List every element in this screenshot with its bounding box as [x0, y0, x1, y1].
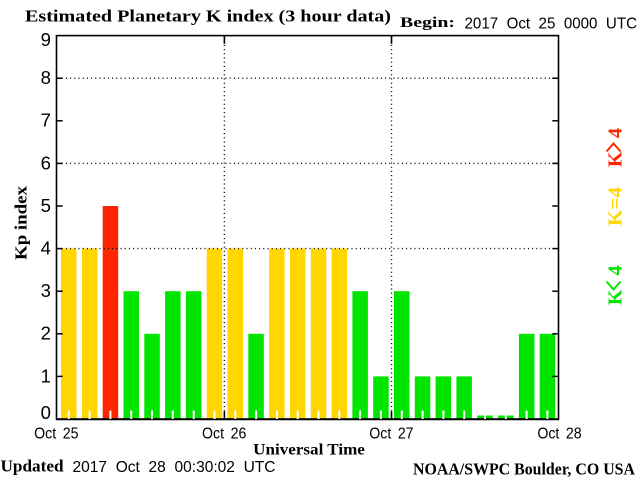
svg-text:Estimated Planetary K index (3: Estimated Planetary K index (3 hour data… [25, 7, 391, 26]
svg-text:Oct 28: Oct 28 [537, 426, 581, 443]
svg-text:K: K [605, 151, 627, 167]
svg-text:2017 Oct 28 00:30:02 UTC: 2017 Oct 28 00:30:02 UTC [73, 459, 276, 476]
svg-text:Oct 25: Oct 25 [34, 426, 78, 443]
svg-text:7: 7 [41, 111, 51, 131]
svg-text:2017 Oct 25 0000 UTC: 2017 Oct 25 0000 UTC [465, 15, 638, 32]
svg-text:0: 0 [41, 403, 51, 423]
svg-text:5: 5 [41, 196, 51, 216]
svg-text:8: 8 [41, 68, 51, 88]
svg-text:Updated: Updated [1, 456, 64, 475]
svg-text:Kp index: Kp index [12, 185, 31, 260]
svg-text:K=4: K=4 [605, 187, 627, 226]
svg-text:2: 2 [41, 324, 51, 344]
svg-text:Universal Time: Universal Time [253, 442, 365, 459]
svg-text:1: 1 [41, 366, 51, 386]
svg-text:3: 3 [41, 281, 51, 301]
svg-text:K: K [605, 289, 627, 305]
svg-text:9: 9 [41, 30, 51, 50]
svg-text:4: 4 [605, 266, 627, 276]
svg-text:Begin:: Begin: [400, 15, 455, 31]
svg-text:4: 4 [605, 128, 627, 138]
svg-text:6: 6 [41, 153, 51, 173]
svg-text:Oct 27: Oct 27 [369, 426, 413, 443]
svg-text:NOAA/SWPC Boulder, CO USA: NOAA/SWPC Boulder, CO USA [413, 460, 636, 479]
svg-text:Oct 26: Oct 26 [202, 426, 246, 443]
svg-text:4: 4 [41, 239, 51, 259]
